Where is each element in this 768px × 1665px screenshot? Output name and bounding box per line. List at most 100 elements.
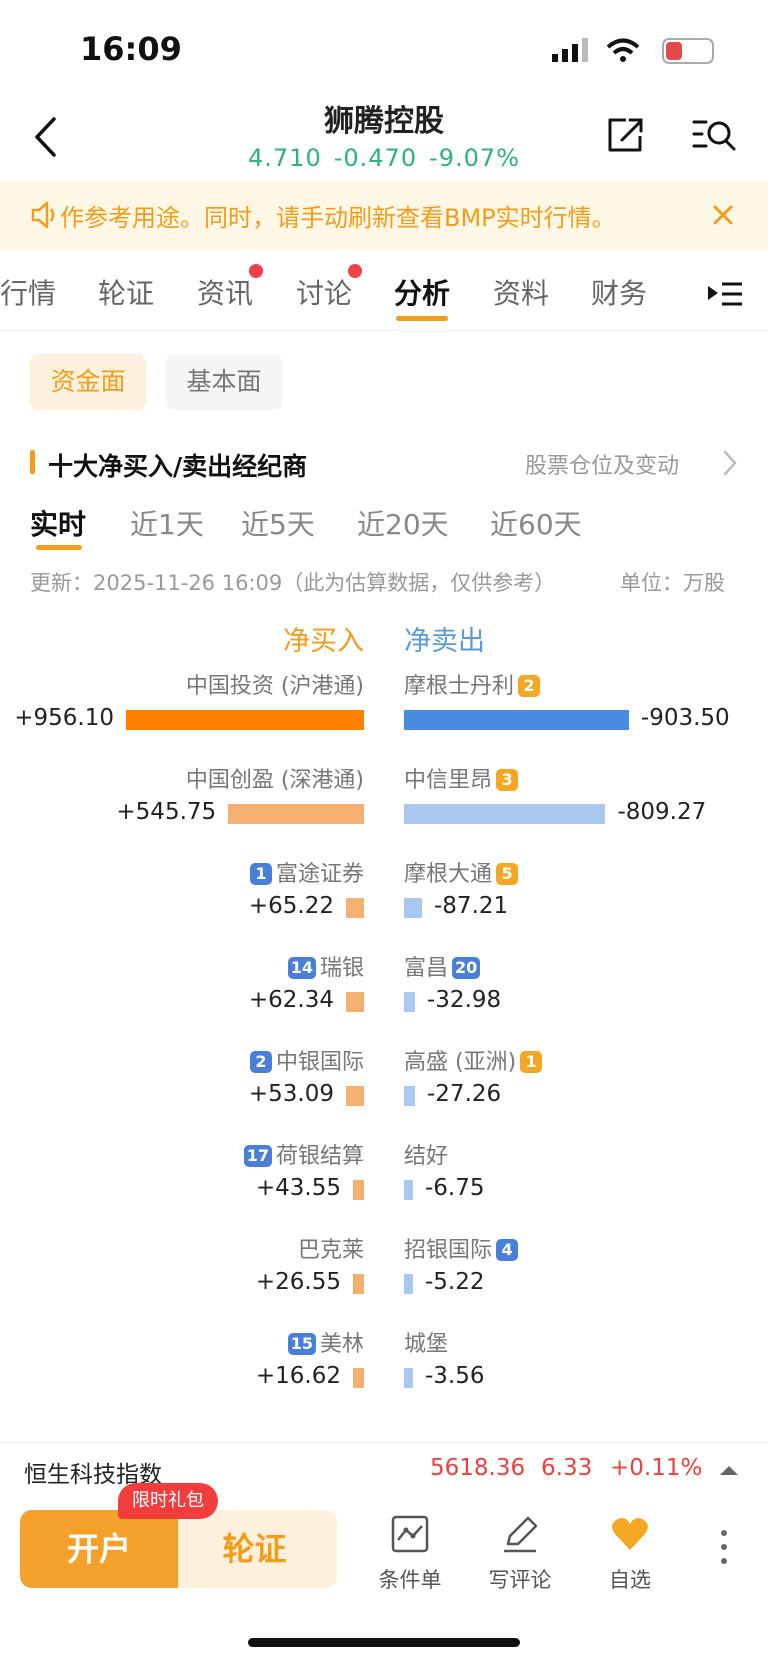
- conditional-order-button[interactable]: 条件单: [370, 1510, 450, 1592]
- net-buy-value: +16.62: [255, 1363, 341, 1389]
- period-1d[interactable]: 近1天: [130, 508, 204, 541]
- conditional-order-icon: [391, 1515, 429, 1553]
- rank-badge: 2: [249, 1051, 272, 1073]
- buy-broker-name[interactable]: 1 富途证券: [246, 856, 364, 888]
- net-sell-bar: [404, 1180, 413, 1200]
- chevron-right-icon[interactable]: [722, 449, 738, 477]
- warrants-button[interactable]: 轮证: [172, 1510, 337, 1588]
- tab-warrants[interactable]: 轮证: [98, 277, 155, 310]
- home-indicator: [248, 1638, 520, 1647]
- index-change: 6.33: [541, 1455, 593, 1481]
- net-sell-value: -87.21: [434, 893, 509, 919]
- buy-broker-label: 中国创盈 (深港通): [185, 768, 364, 793]
- buy-broker-name[interactable]: 15 美林: [284, 1326, 364, 1358]
- close-icon[interactable]: [712, 204, 734, 226]
- notice-text: 作参考用途。同时，请手动刷新查看BMP实时行情。: [60, 204, 616, 232]
- net-sell-header: 净卖出: [404, 626, 485, 657]
- net-buy-bar: [126, 710, 364, 730]
- sell-broker-name[interactable]: 城堡: [404, 1326, 448, 1358]
- net-buy-value: +545.75: [116, 799, 217, 825]
- rank-badge: 15: [287, 1333, 316, 1355]
- buy-broker-name[interactable]: 中国投资 (沪港通): [186, 668, 364, 700]
- net-buy-bar: [346, 992, 364, 1012]
- sell-broker-name[interactable]: 中信里昂 3: [404, 762, 522, 794]
- buy-broker-label: 中国投资 (沪港通): [185, 674, 364, 699]
- buy-broker-name[interactable]: 17 荷银结算: [240, 1138, 364, 1170]
- sell-broker-name[interactable]: 富昌 20: [404, 950, 484, 982]
- buy-broker-name[interactable]: 巴克莱: [298, 1232, 364, 1264]
- segment-fundamental[interactable]: 基本面: [166, 354, 282, 410]
- sell-broker-label: 结好: [404, 1144, 449, 1169]
- update-time: 更新：2025-11-26 16:09（此为估算数据，仅供参考）: [30, 571, 556, 595]
- net-sell-bar: [404, 1274, 413, 1294]
- tab-more-icon[interactable]: [706, 280, 744, 310]
- tab-bar: 行情 轮证 资讯 讨论 分析 资料 财务: [0, 264, 768, 328]
- rank-badge: 14: [287, 957, 316, 979]
- buy-broker-label: 荷银结算: [275, 1144, 364, 1169]
- tab-news[interactable]: 资讯: [197, 277, 254, 310]
- share-icon[interactable]: [604, 114, 646, 156]
- holdings-link[interactable]: 股票仓位及变动: [525, 454, 680, 479]
- stock-change: -0.470: [333, 144, 418, 172]
- battery-level: 8: [681, 40, 695, 61]
- net-sell-value: -27.26: [427, 1081, 502, 1107]
- wifi-icon: [606, 38, 640, 62]
- net-sell-value: -32.98: [427, 987, 502, 1013]
- buy-broker-name[interactable]: 14 瑞银: [284, 950, 364, 982]
- net-sell-bar: [404, 898, 422, 918]
- rank-badge: 20: [452, 957, 481, 979]
- tab-active-indicator: [396, 316, 448, 321]
- net-buy-bar: [228, 804, 364, 824]
- segment-fund[interactable]: 资金面: [30, 354, 146, 410]
- sell-broker-name[interactable]: 招银国际 4: [404, 1232, 522, 1264]
- rank-badge: 3: [496, 769, 519, 791]
- net-sell-bar: [404, 1086, 415, 1106]
- net-sell-value: -5.22: [425, 1269, 485, 1295]
- net-sell-value: -3.56: [425, 1363, 485, 1389]
- net-buy-value: +65.22: [248, 893, 334, 919]
- period-20d[interactable]: 近20天: [357, 508, 449, 541]
- period-active-indicator: [36, 545, 82, 550]
- stock-price: 4.710: [248, 144, 322, 172]
- clock: 16:09: [80, 30, 182, 68]
- stock-name: 狮腾控股: [324, 104, 444, 139]
- back-icon[interactable]: [32, 116, 58, 158]
- sell-broker-label: 高盛 (亚洲): [404, 1050, 517, 1075]
- tab-profile[interactable]: 资料: [493, 277, 550, 310]
- period-realtime[interactable]: 实时: [30, 508, 87, 541]
- buy-broker-name[interactable]: 中国创盈 (深港通): [186, 762, 364, 794]
- more-vertical-icon[interactable]: [719, 1528, 729, 1566]
- rank-badge: 5: [496, 863, 519, 885]
- net-buy-bar: [346, 1086, 364, 1106]
- sell-broker-name[interactable]: 摩根士丹利 2: [404, 668, 544, 700]
- period-60d[interactable]: 近60天: [490, 508, 582, 541]
- net-sell-bar: [404, 710, 629, 730]
- section-title: 十大净买入/卖出经纪商: [48, 452, 308, 481]
- expand-up-icon[interactable]: [718, 1463, 740, 1477]
- buy-broker-label: 美林: [319, 1332, 364, 1357]
- buy-broker-label: 瑞银: [319, 956, 364, 981]
- buy-broker-label: 中银国际: [275, 1050, 364, 1075]
- net-sell-value: -809.27: [617, 799, 707, 825]
- sell-broker-name[interactable]: 高盛 (亚洲) 1: [404, 1044, 546, 1076]
- net-buy-value: +43.55: [255, 1175, 341, 1201]
- sell-broker-name[interactable]: 摩根大通 5: [404, 856, 522, 888]
- watchlist-button[interactable]: 自选: [590, 1510, 670, 1592]
- unit-label: 单位：万股: [620, 571, 725, 595]
- sell-broker-name[interactable]: 结好: [404, 1138, 448, 1170]
- discussion-unread-dot: [348, 264, 362, 278]
- conditional-order-label: 条件单: [378, 1568, 442, 1592]
- gift-badge: 限时礼包: [118, 1483, 218, 1519]
- period-5d[interactable]: 近5天: [241, 508, 315, 541]
- net-buy-value: +26.55: [255, 1269, 341, 1295]
- buy-broker-name[interactable]: 2 中银国际: [246, 1044, 364, 1076]
- tab-financials[interactable]: 财务: [591, 277, 648, 310]
- notice-banner: [0, 180, 768, 250]
- tab-discussion[interactable]: 讨论: [296, 277, 353, 310]
- tab-quote[interactable]: 行情: [0, 277, 57, 310]
- write-comment-button[interactable]: 写评论: [480, 1510, 560, 1592]
- search-menu-icon[interactable]: [692, 116, 736, 156]
- tab-analysis[interactable]: 分析: [394, 277, 451, 310]
- pencil-icon: [504, 1516, 538, 1553]
- open-account-button[interactable]: 开户: [20, 1510, 178, 1588]
